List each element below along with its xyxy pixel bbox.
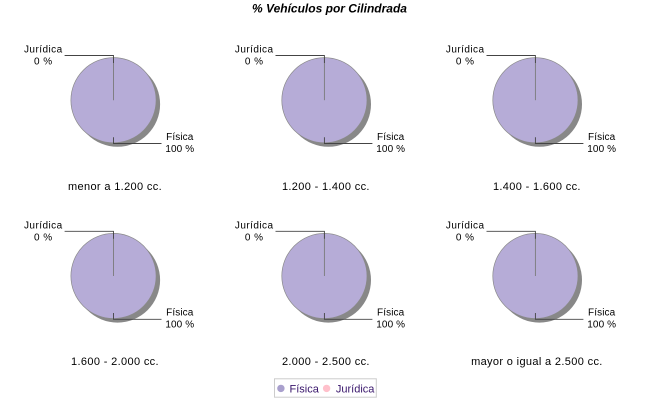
svg-text:0 %: 0 %	[34, 57, 53, 68]
svg-text:0 %: 0 %	[456, 57, 475, 68]
svg-text:Física: Física	[290, 383, 320, 395]
svg-text:Física: Física	[166, 132, 194, 143]
svg-text:0 %: 0 %	[456, 233, 475, 244]
svg-text:Física: Física	[377, 308, 405, 319]
svg-text:2.000 - 2.500 cc.: 2.000 - 2.500 cc.	[282, 356, 370, 368]
svg-text:Física: Física	[377, 132, 405, 143]
svg-text:Jurídica: Jurídica	[24, 220, 63, 231]
svg-text:Física: Física	[588, 308, 616, 319]
svg-text:100 %: 100 %	[165, 144, 194, 155]
svg-text:Física: Física	[588, 132, 616, 143]
svg-text:100 %: 100 %	[587, 144, 616, 155]
svg-text:1.600 - 2.000 cc.: 1.600 - 2.000 cc.	[71, 356, 159, 368]
svg-text:Jurídica: Jurídica	[235, 45, 274, 56]
svg-text:100 %: 100 %	[165, 320, 194, 331]
svg-text:Jurídica: Jurídica	[235, 220, 274, 231]
svg-text:1.400 - 1.600 cc.: 1.400 - 1.600 cc.	[493, 181, 581, 193]
svg-text:menor a 1.200 cc.: menor a 1.200 cc.	[68, 181, 162, 193]
svg-text:Jurídica: Jurídica	[336, 383, 375, 395]
svg-text:Física: Física	[166, 308, 194, 319]
svg-text:Jurídica: Jurídica	[446, 45, 485, 56]
svg-text:100 %: 100 %	[587, 320, 616, 331]
svg-text:100 %: 100 %	[376, 320, 405, 331]
svg-text:Jurídica: Jurídica	[446, 220, 485, 231]
svg-text:100 %: 100 %	[376, 144, 405, 155]
svg-text:% Vehículos por Cilindrada: % Vehículos por Cilindrada	[252, 2, 407, 16]
svg-text:0 %: 0 %	[245, 57, 264, 68]
svg-text:mayor o igual a 2.500 cc.: mayor o igual a 2.500 cc.	[471, 356, 603, 368]
svg-text:Jurídica: Jurídica	[24, 45, 63, 56]
svg-text:1.200 - 1.400 cc.: 1.200 - 1.400 cc.	[282, 181, 370, 193]
svg-text:0 %: 0 %	[245, 233, 264, 244]
svg-text:0 %: 0 %	[34, 233, 53, 244]
